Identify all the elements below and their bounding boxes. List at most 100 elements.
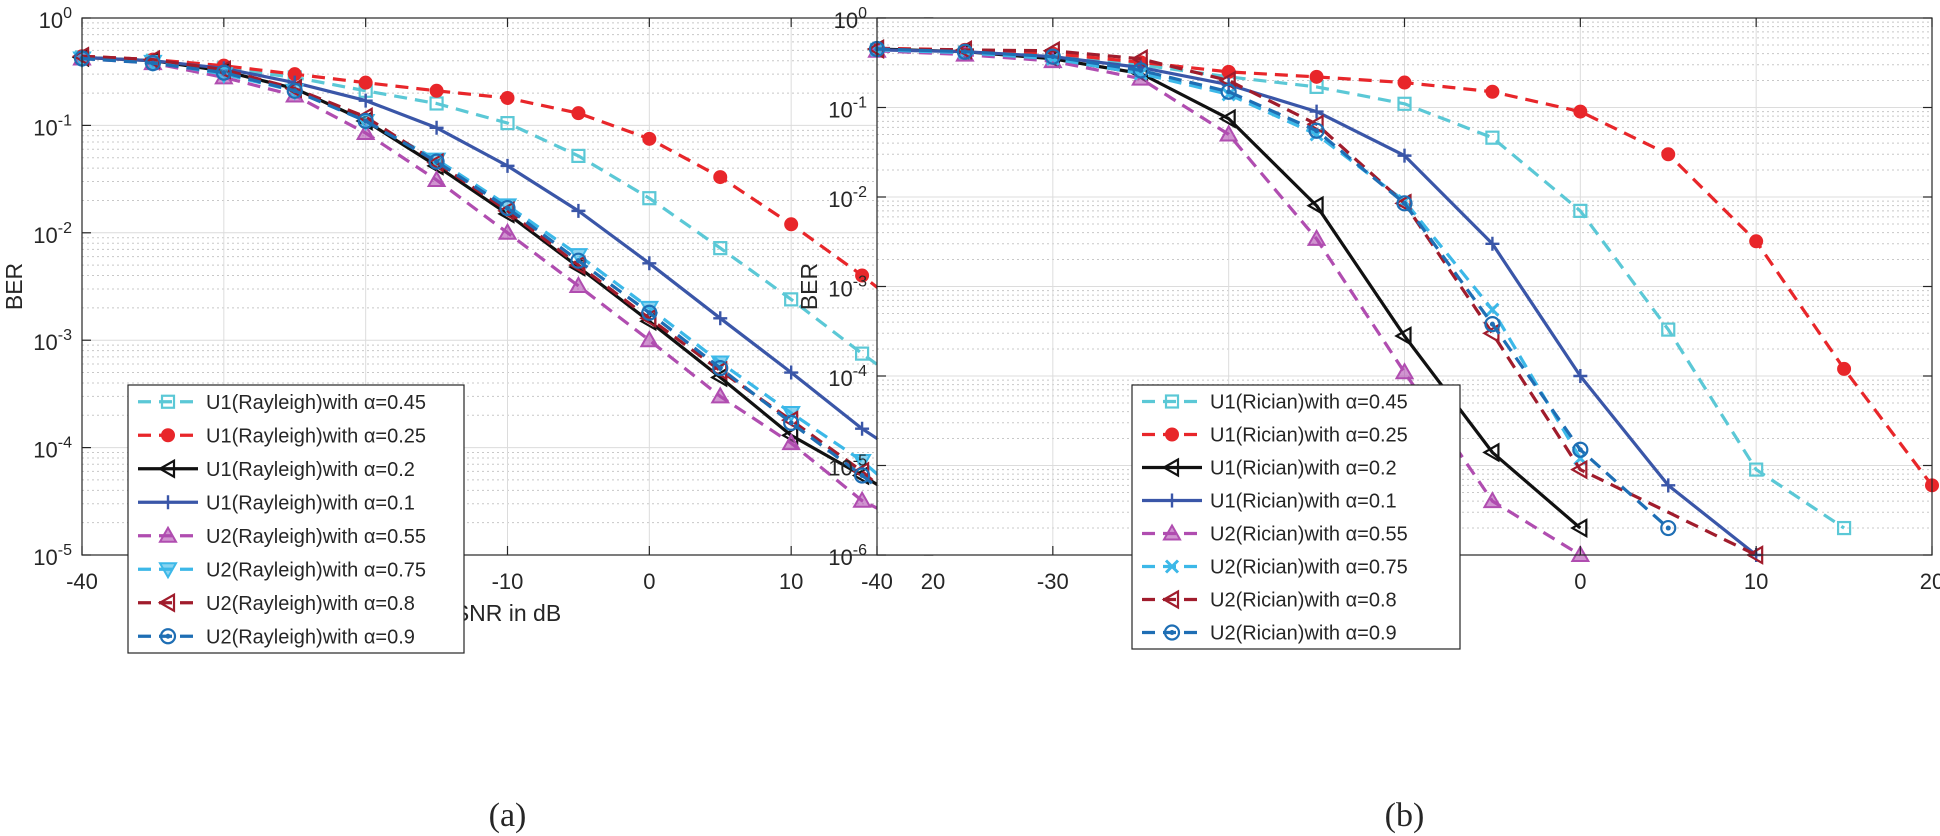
legend-marker [1161, 589, 1180, 610]
data-point-ring [1132, 62, 1149, 79]
data-point-dot [859, 472, 865, 478]
legend-item-7: U2(Rayleigh)with α=0.8 [138, 593, 415, 615]
data-point [1218, 108, 1236, 129]
x-tick-label: 0 [643, 569, 655, 594]
data-point [713, 241, 728, 256]
data-point-dot [1138, 67, 1144, 73]
data-point [639, 330, 660, 348]
x-tick-label: -30 [1037, 569, 1069, 594]
data-point [1132, 62, 1149, 79]
data-point [1220, 83, 1237, 100]
legend-item-6: U2(Rician)with α=0.75 [1142, 557, 1408, 579]
data-point [1573, 369, 1588, 383]
legend-item-8: U2(Rician)with α=0.9 [1142, 623, 1397, 645]
legend-marker [158, 562, 178, 580]
data-point-ring [1660, 519, 1677, 537]
data-point [500, 90, 515, 105]
data-point [1485, 130, 1500, 145]
data-point [1482, 491, 1503, 509]
legend-item-6: U2(Rayleigh)with α=0.75 [138, 559, 426, 581]
y-tick-label: 10-5 [33, 542, 72, 570]
data-point-ring [1308, 122, 1325, 139]
legend-marker-ring [1163, 624, 1181, 641]
legend-marker [157, 592, 176, 613]
legend-marker-dot [165, 633, 171, 639]
data-point-dot [505, 205, 510, 211]
y-tick-label: 10-6 [828, 542, 867, 570]
x-tick-label: 0 [1574, 569, 1586, 594]
data-point [781, 433, 801, 451]
series-group [71, 46, 943, 544]
legend-item-7: U2(Rician)with α=0.8 [1142, 590, 1397, 612]
data-point [215, 64, 232, 81]
data-point-dot [150, 60, 156, 66]
data-point [1485, 302, 1500, 317]
legend-box [1131, 384, 1461, 650]
data-point [1218, 124, 1239, 142]
legend-label: U2(Rayleigh)with α=0.75 [206, 559, 426, 581]
data-point [355, 122, 376, 140]
data-point [1306, 228, 1327, 246]
legend-label: U1(Rician)with α=0.45 [1210, 392, 1408, 414]
data-point [1306, 114, 1324, 135]
legend: U1(Rayleigh)with α=0.45 U1(Rayleigh)with … [127, 384, 465, 654]
legend-item-2: U1(Rician)with α=0.25 [1142, 425, 1408, 447]
panel-caption: (a) [489, 797, 527, 834]
data-point [1309, 104, 1324, 119]
data-point [1661, 147, 1676, 162]
x-tick-label: -40 [861, 569, 893, 594]
legend-marker [1164, 394, 1180, 409]
data-point [642, 131, 657, 146]
legend-item-3: U1(Rayleigh)with α=0.2 [138, 459, 415, 481]
data-point-dot [1577, 447, 1583, 453]
legend-label: U2(Rayleigh)with α=0.8 [206, 593, 415, 615]
data-point [1837, 361, 1852, 376]
legend-item-2: U1(Rayleigh)with α=0.25 [138, 425, 426, 447]
data-point-ring [357, 112, 374, 130]
data-point [357, 112, 374, 130]
data-point [1485, 84, 1500, 99]
y-tick-label: 10-3 [828, 274, 867, 302]
data-point [1570, 518, 1588, 538]
data-point [499, 199, 516, 217]
legend-item-5: U2(Rician)with α=0.55 [1142, 523, 1408, 546]
series-line [876, 47, 1757, 557]
legend-marker [158, 525, 178, 543]
legend-item-1: U1(Rician)with α=0.45 [1142, 392, 1408, 414]
data-point [642, 191, 657, 206]
data-point [571, 148, 586, 164]
legend-label: U1(Rayleigh)with α=0.45 [206, 392, 426, 414]
data-point-ring [428, 153, 445, 170]
y-tick-label: 100 [39, 5, 72, 33]
legend-marker [161, 495, 175, 510]
y-tick-label: 10-4 [33, 435, 72, 463]
legend-label: U2(Rician)with α=0.9 [1210, 623, 1397, 645]
legend-label: U1(Rician)with α=0.25 [1210, 425, 1408, 447]
y-tick-label: 10-2 [33, 220, 72, 248]
chart-panel-1: -40-30-20-100102010010-110-210-310-410-5… [1, 5, 945, 834]
data-point-dot [221, 70, 227, 76]
data-point [853, 467, 871, 484]
data-point [358, 93, 373, 108]
data-point [571, 106, 586, 121]
legend-label: U1(Rayleigh)with α=0.1 [206, 492, 415, 514]
y-tick-label: 10-2 [828, 184, 867, 212]
data-point-ring [1572, 441, 1589, 458]
data-point [1572, 441, 1589, 458]
y-tick-label: 10-4 [828, 363, 867, 391]
ticks: -40-30-20-100102010010-110-210-310-410-5… [828, 5, 1940, 594]
series-line [81, 54, 935, 535]
data-point [642, 256, 657, 271]
data-point-ring [1484, 316, 1501, 333]
data-point-dot [292, 88, 298, 94]
data-point-dot [434, 159, 440, 165]
x-axis-label: SNR in dB [454, 600, 561, 626]
data-point-dot [646, 310, 652, 316]
y-axis-label: BER [1, 263, 27, 310]
data-point [783, 414, 800, 431]
data-point [1661, 478, 1676, 493]
x-tick-label: 20 [921, 569, 945, 594]
legend-label: U2(Rician)with α=0.8 [1210, 590, 1397, 612]
data-point [784, 292, 799, 307]
data-point [500, 116, 515, 131]
